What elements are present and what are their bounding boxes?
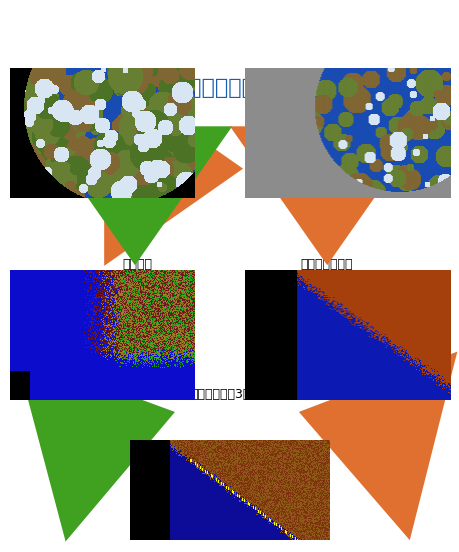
- Text: 撮影画像: 撮影画像: [122, 103, 151, 116]
- Text: 画像識別: 画像識別: [122, 258, 151, 272]
- Text: マッチング，3軸姿勢決定: マッチング，3軸姿勢決定: [190, 388, 280, 401]
- Text: 地球センサを用いた姿勢決定: 地球センサを用いた姿勢決定: [149, 78, 322, 98]
- Text: エッジ検出，2軸姿勢決定: エッジ検出，2軸姿勢決定: [281, 103, 371, 116]
- Text: 地図データ投影: 地図データ投影: [300, 258, 353, 272]
